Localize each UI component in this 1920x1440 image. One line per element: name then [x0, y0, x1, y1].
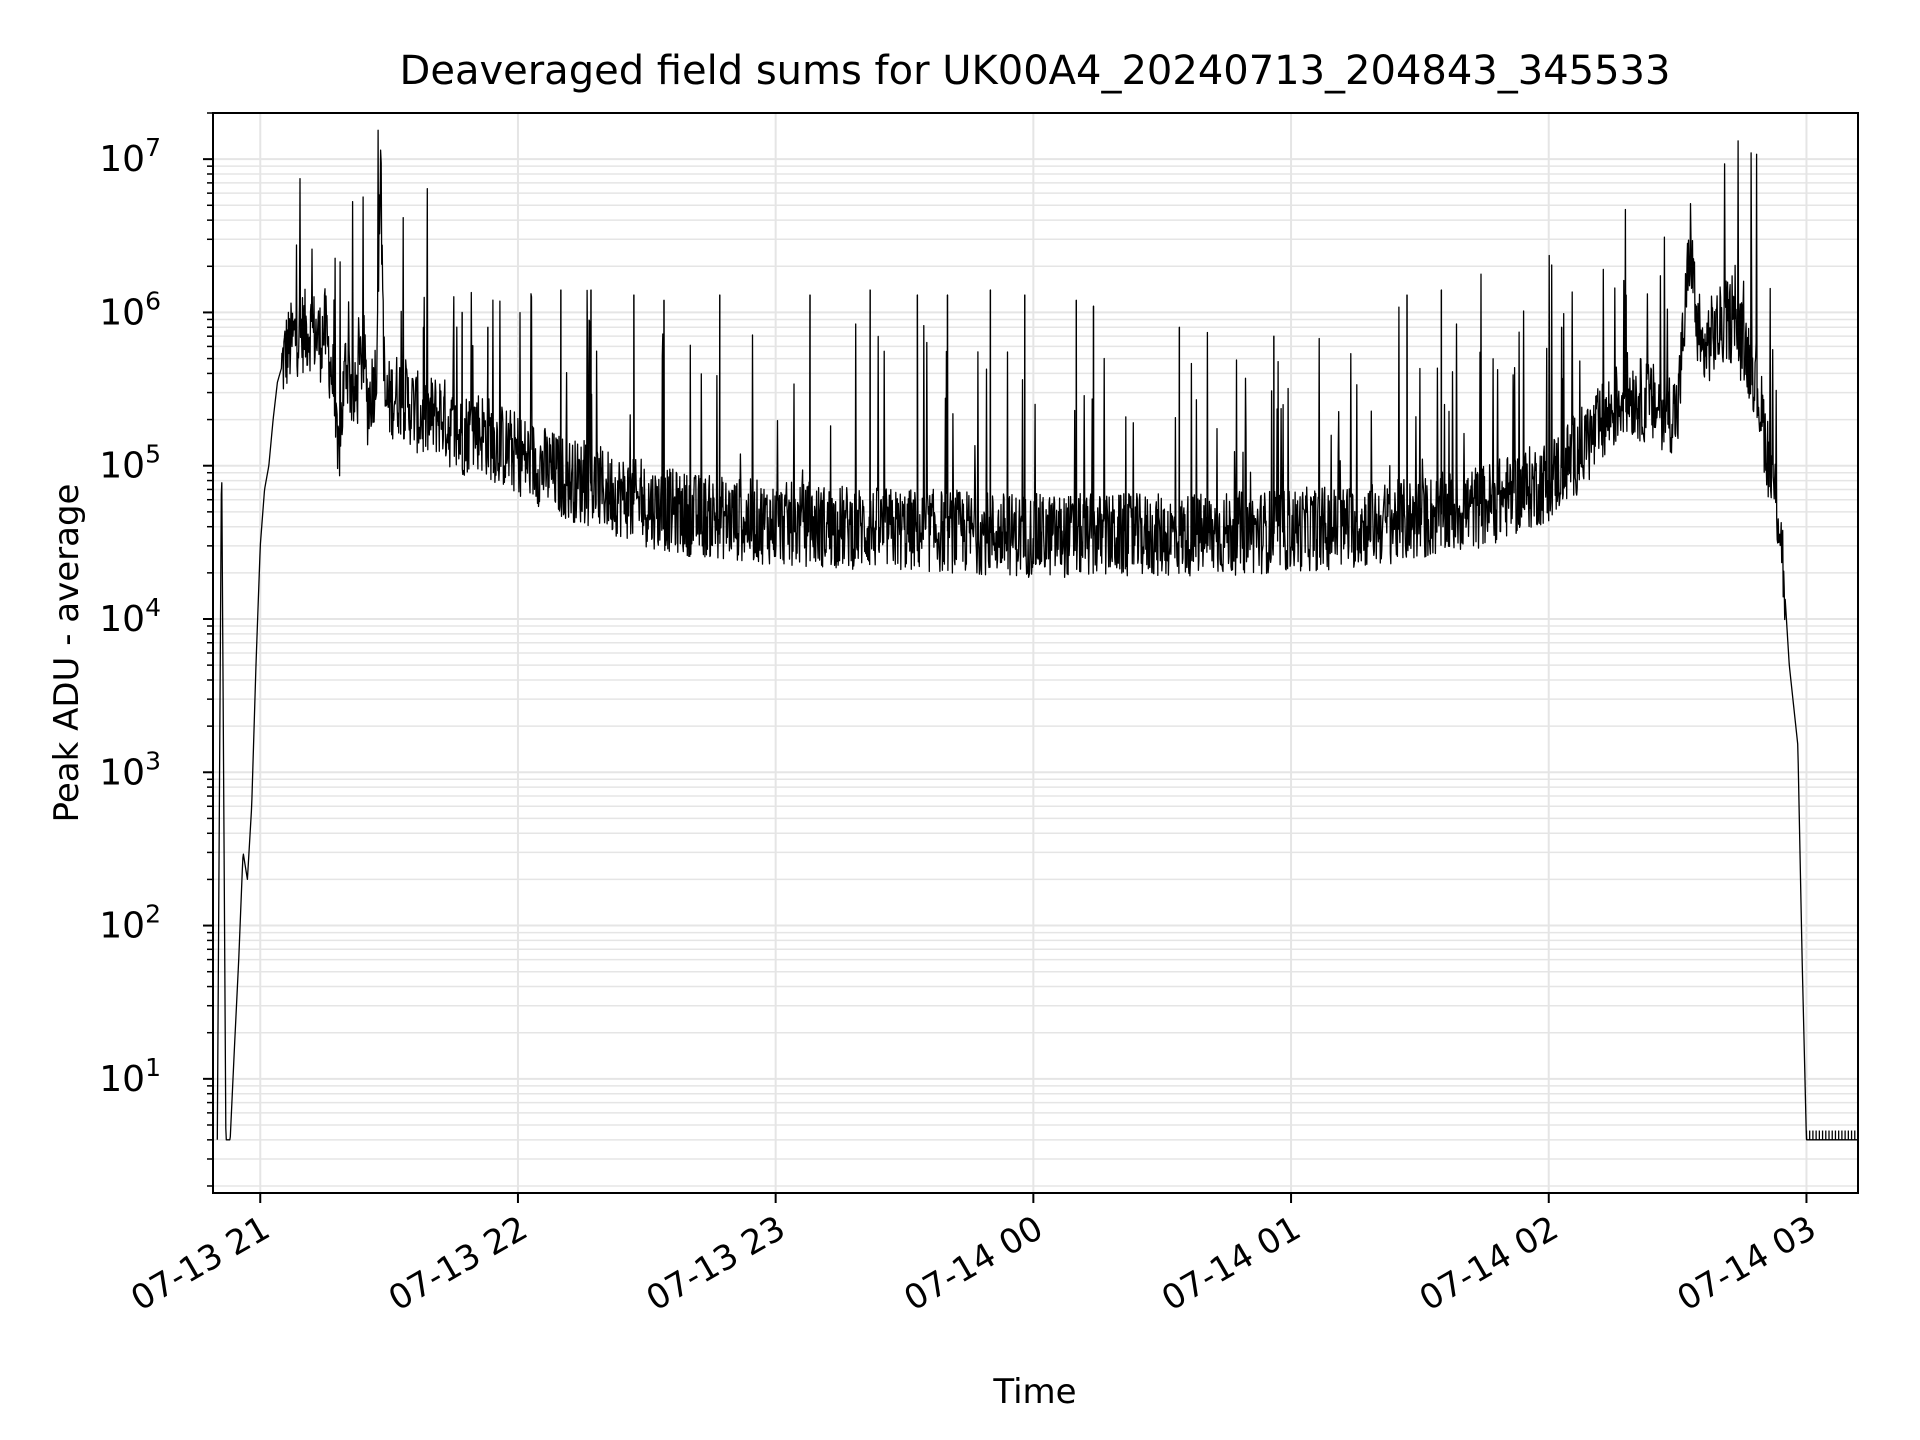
y-tick-label: 103	[99, 746, 161, 793]
y-tick-label: 104	[99, 593, 161, 640]
y-axis-label: Peak ADU - average	[47, 484, 87, 823]
y-axis-ticks: 101 102 103 104 105 106 107	[99, 112, 213, 1187]
y-tick-label: 106	[99, 286, 161, 333]
x-axis-label: Time	[992, 1372, 1076, 1412]
series-group	[216, 129, 1859, 1141]
y-tick-label: 105	[99, 440, 161, 487]
chart-title: Deaveraged field sums for UK00A4_2024071…	[400, 48, 1671, 94]
series-line	[216, 129, 1859, 1141]
y-tick-label: 107	[99, 133, 161, 180]
y-tick-label: 102	[99, 900, 161, 947]
minor-grid	[213, 112, 1858, 1187]
y-tick-label: 101	[99, 1053, 161, 1100]
